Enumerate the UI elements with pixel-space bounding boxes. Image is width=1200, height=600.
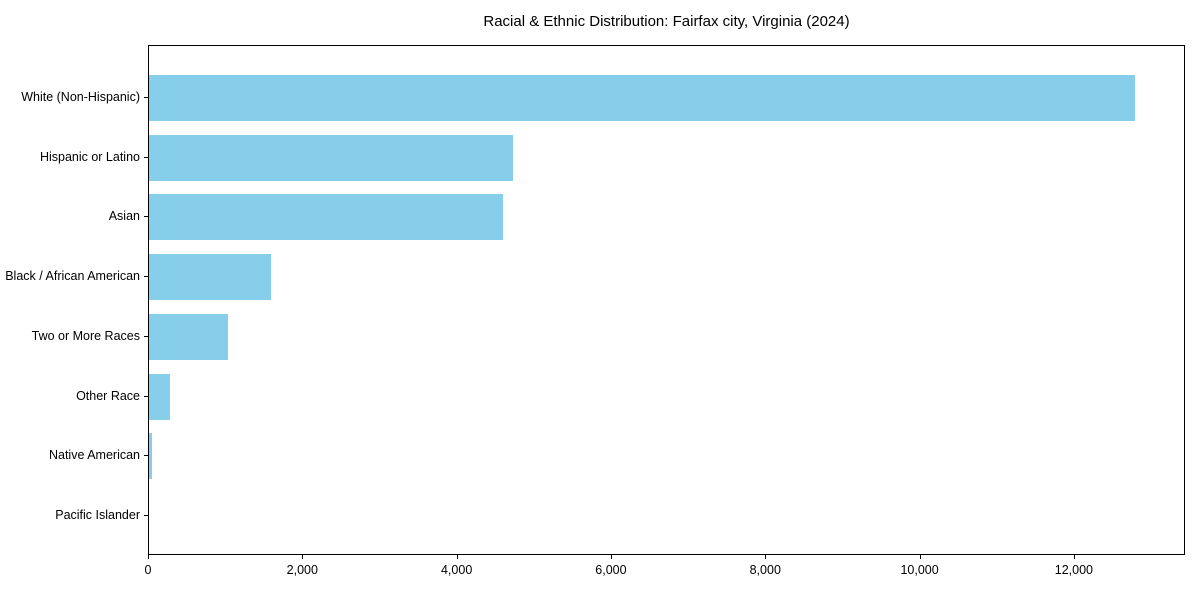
x-tick-mark (148, 555, 149, 559)
y-tick-mark (144, 156, 148, 158)
x-tick-mark (302, 555, 304, 559)
x-tick-mark (919, 555, 921, 559)
x-tick-mark (1073, 555, 1075, 559)
y-tick-label-black-african-american: Black / African American (5, 269, 140, 284)
bar-asian (149, 194, 504, 241)
x-tick-label: 8,000 (749, 563, 781, 577)
x-tick-label: 12,000 (1054, 563, 1094, 577)
x-tick-label: 4,000 (440, 563, 473, 577)
y-tick-mark (144, 395, 148, 397)
y-tick-mark (144, 276, 148, 278)
y-tick-label-other-race: Other Race (76, 388, 140, 403)
y-tick-label-pacific-islander: Pacific Islander (55, 507, 140, 522)
y-tick-label-native-american: Native American (48, 448, 140, 463)
y-tick-label-hispanic-or-latino: Hispanic or Latino (39, 149, 140, 164)
bar-other-race (149, 373, 170, 420)
y-tick-label-two-or-more-races: Two or More Races (31, 328, 140, 343)
bar-hispanic-or-latino (149, 134, 514, 181)
y-tick-label-asian: Asian (108, 209, 140, 224)
x-tick-mark (610, 555, 612, 559)
x-tick-label: 6,000 (595, 563, 627, 577)
x-tick-mark (456, 555, 458, 559)
bar-black-african-american (149, 254, 272, 301)
y-tick-mark (144, 97, 148, 98)
y-tick-mark (144, 514, 148, 516)
x-tick-label: 0 (144, 563, 152, 577)
x-tick-label: 2,000 (286, 563, 318, 577)
x-tick-label: 10,000 (900, 563, 939, 577)
bar-two-or-more-races (149, 313, 229, 360)
y-tick-mark (144, 455, 148, 457)
chart-title: Racial & Ethnic Distribution: Fairfax ci… (483, 13, 850, 30)
y-tick-mark (144, 216, 148, 218)
y-tick-label-white-non-hispanic: White (Non-Hispanic) (21, 90, 140, 104)
y-tick-mark (144, 335, 148, 337)
plot-area (148, 45, 1185, 555)
bar-white-non-hispanic (149, 75, 1135, 121)
bar-native-american (149, 433, 153, 480)
x-tick-mark (765, 555, 767, 559)
